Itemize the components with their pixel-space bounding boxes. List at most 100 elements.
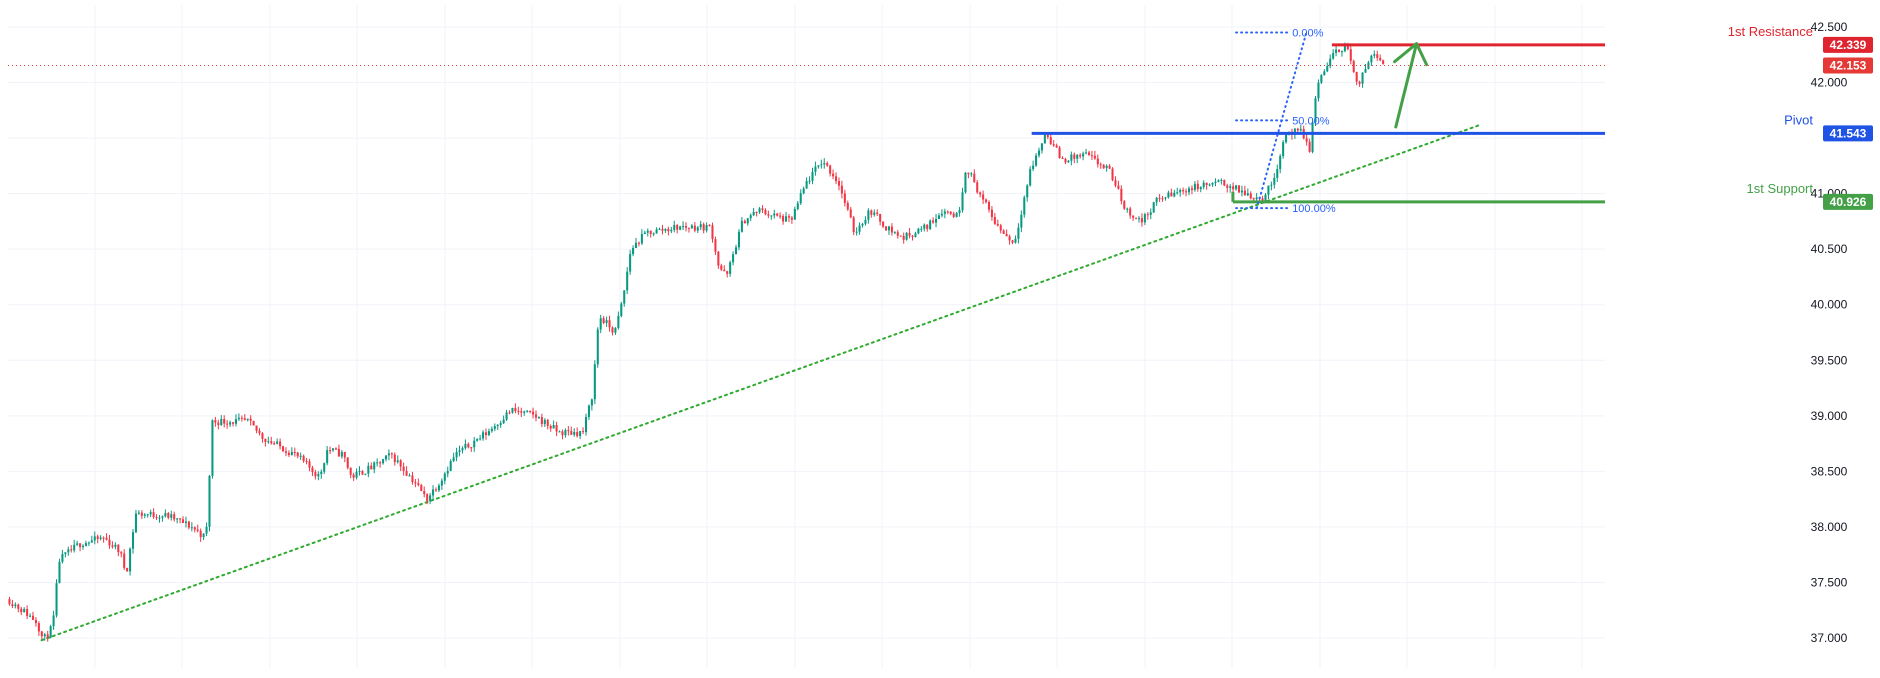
candle-body bbox=[982, 194, 985, 200]
candle-body bbox=[190, 527, 193, 529]
candle-body bbox=[426, 494, 429, 501]
candle-body bbox=[1317, 82, 1320, 99]
candle-body bbox=[584, 417, 588, 433]
candle-body bbox=[1308, 141, 1311, 152]
candle-body bbox=[20, 608, 23, 613]
candle-body bbox=[761, 208, 764, 210]
candle-body bbox=[729, 262, 732, 274]
candle-body bbox=[111, 545, 114, 547]
candle-body bbox=[264, 438, 267, 442]
candle-body bbox=[258, 430, 261, 434]
candle-body bbox=[64, 552, 67, 555]
candle-body bbox=[484, 432, 488, 436]
candle-body bbox=[987, 202, 991, 210]
candle-body bbox=[929, 220, 932, 229]
candle-body bbox=[411, 475, 414, 483]
candle-body bbox=[123, 553, 126, 568]
candle-body bbox=[1173, 192, 1176, 197]
candle-body bbox=[208, 475, 211, 527]
candle-body bbox=[261, 433, 264, 439]
candle-body bbox=[770, 215, 773, 217]
resistance-level-label: 1st Resistance bbox=[1728, 24, 1813, 39]
candle-body bbox=[396, 460, 399, 463]
candle-body bbox=[720, 265, 723, 270]
candle-body bbox=[202, 533, 205, 538]
candle-body bbox=[1114, 180, 1117, 186]
candle-body bbox=[114, 544, 117, 547]
candle-body bbox=[158, 517, 161, 519]
candle-body bbox=[73, 544, 76, 551]
candle-body bbox=[911, 235, 914, 237]
candle-body bbox=[205, 526, 208, 534]
candle-body bbox=[1335, 49, 1338, 53]
candle-body bbox=[1176, 192, 1179, 194]
candle-body bbox=[1143, 214, 1146, 223]
candle-body bbox=[255, 425, 258, 431]
candle-body bbox=[67, 549, 70, 553]
pivot-level-label: Pivot bbox=[1784, 112, 1813, 127]
candle-body bbox=[626, 271, 629, 291]
candle-body bbox=[829, 165, 832, 174]
candle-body bbox=[408, 475, 411, 477]
candle-body bbox=[1320, 75, 1323, 83]
candle-body bbox=[1185, 191, 1188, 193]
candle-body bbox=[637, 242, 640, 244]
candle-body bbox=[561, 431, 564, 436]
candle-body bbox=[87, 542, 90, 544]
candle-body bbox=[914, 233, 917, 237]
candle-body bbox=[896, 232, 899, 236]
candle-body bbox=[870, 210, 873, 215]
candle-body bbox=[1296, 128, 1299, 131]
candle-body bbox=[1032, 165, 1035, 170]
candle-body bbox=[1137, 218, 1141, 220]
candle-body bbox=[246, 418, 249, 420]
candle-body bbox=[320, 471, 323, 475]
candle-body bbox=[99, 537, 102, 539]
candle-body bbox=[1267, 185, 1270, 195]
candle-body bbox=[1373, 54, 1376, 56]
candle-body bbox=[767, 214, 770, 216]
candle-body bbox=[1135, 217, 1138, 219]
candle-body bbox=[1099, 164, 1102, 166]
candle-body bbox=[587, 405, 590, 418]
candle-body bbox=[676, 225, 679, 230]
candle-body bbox=[229, 422, 232, 425]
candle-body bbox=[696, 227, 699, 231]
y-axis-tick-label: 37.000 bbox=[1811, 631, 1848, 645]
candle-body bbox=[849, 209, 852, 218]
candle-body bbox=[596, 329, 599, 365]
candle-body bbox=[496, 425, 499, 427]
candle-body bbox=[34, 619, 37, 624]
candle-body bbox=[520, 411, 523, 413]
candle-body bbox=[508, 412, 511, 414]
candle-body bbox=[1349, 49, 1352, 61]
candle-body bbox=[1161, 198, 1164, 200]
candle-body bbox=[1220, 179, 1223, 181]
fib-level-label: 0.00% bbox=[1292, 28, 1323, 40]
candle-body bbox=[890, 226, 893, 233]
candle-body bbox=[702, 224, 705, 231]
candle-body bbox=[14, 604, 17, 607]
candle-body bbox=[1364, 68, 1367, 73]
candle-body bbox=[902, 236, 905, 240]
candle-body bbox=[290, 451, 293, 456]
candle-body bbox=[108, 539, 111, 546]
candle-body bbox=[1264, 194, 1267, 202]
candle-body bbox=[358, 470, 361, 472]
candle-body bbox=[58, 561, 61, 584]
candle-body bbox=[552, 425, 555, 429]
candle-body bbox=[543, 419, 546, 425]
candle-body bbox=[81, 545, 85, 548]
candle-body bbox=[1299, 128, 1302, 131]
candle-body bbox=[373, 462, 376, 470]
candle-body bbox=[726, 271, 729, 274]
candle-body bbox=[1196, 183, 1199, 190]
candle-body bbox=[467, 443, 470, 448]
candle-body bbox=[482, 432, 485, 439]
candle-body bbox=[1240, 190, 1243, 193]
candle-body bbox=[923, 224, 926, 229]
support-price-badge bbox=[1823, 193, 1873, 210]
candle-body bbox=[682, 226, 685, 228]
